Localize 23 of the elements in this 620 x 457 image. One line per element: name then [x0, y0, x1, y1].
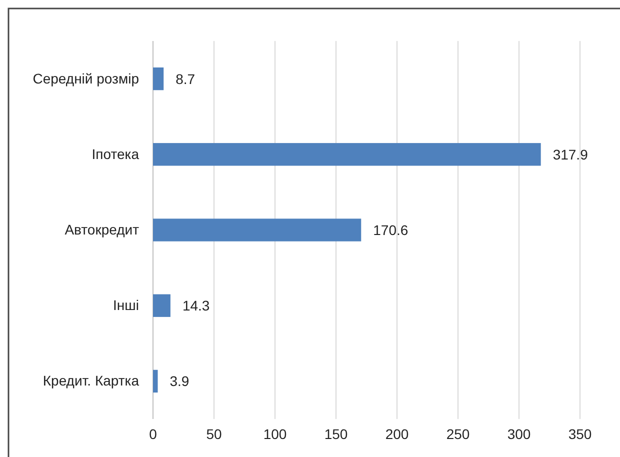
data-label: 3.9	[170, 373, 190, 390]
data-label: 8.7	[176, 70, 196, 87]
bar	[153, 143, 541, 166]
x-tick-label: 250	[446, 426, 470, 442]
y-tick-label: Кредит. Картка	[42, 372, 140, 389]
y-tick-label: Іпотека	[92, 146, 140, 162]
x-tick-label: 350	[568, 426, 592, 442]
x-tick-label: 100	[263, 426, 287, 442]
data-label: 170.6	[373, 222, 408, 238]
x-tick-label: 50	[206, 426, 222, 442]
y-tick-label: Автокредит	[64, 221, 140, 238]
x-tick-label: 0	[149, 426, 158, 442]
x-tick-label: 200	[385, 426, 409, 442]
bar	[153, 370, 158, 393]
y-tick-label: Інші	[113, 297, 139, 314]
x-tick-label: 300	[507, 426, 531, 442]
data-label: 14.3	[182, 298, 210, 314]
bar	[153, 67, 164, 90]
bar	[153, 218, 362, 242]
x-tick-label: 150	[324, 426, 348, 442]
y-tick-label: Середній розмір	[32, 70, 140, 86]
data-label: 317.9	[552, 146, 588, 162]
bar	[153, 294, 170, 317]
